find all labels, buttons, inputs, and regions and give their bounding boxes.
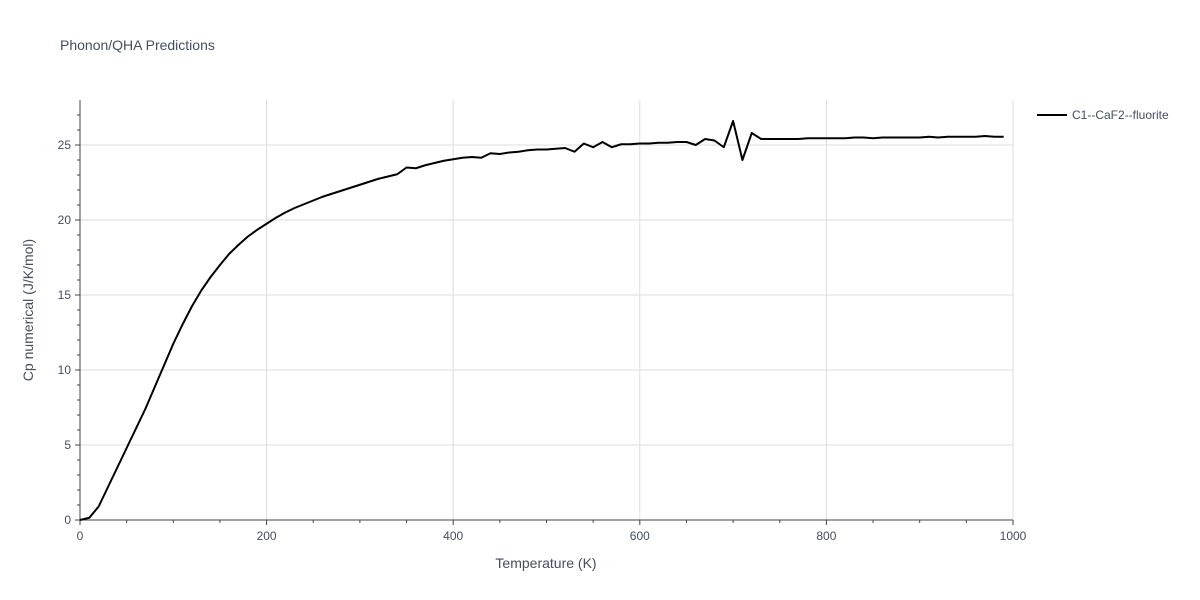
y-tick-label: 15 xyxy=(58,288,72,302)
y-tick-label: 0 xyxy=(64,513,71,527)
y-axis-title: Cp numerical (J/K/mol) xyxy=(20,239,36,381)
x-tick-label: 800 xyxy=(816,529,836,543)
x-axis-title: Temperature (K) xyxy=(495,555,596,571)
series-layer xyxy=(79,120,1004,521)
legend-label: C1--CaF2--fluorite xyxy=(1072,108,1169,122)
x-tick-label: 600 xyxy=(630,529,650,543)
series-line xyxy=(79,120,1004,521)
x-tick-label: 400 xyxy=(443,529,463,543)
y-tick-label: 20 xyxy=(58,213,72,227)
chart-title: Phonon/QHA Predictions xyxy=(60,37,215,53)
axes-layer: 0 200 400 600 800 1000 0 5 10 15 20 25 xyxy=(58,100,1027,543)
grid-layer xyxy=(80,100,1014,520)
y-tick-label: 10 xyxy=(58,363,72,377)
x-tick-label: 1000 xyxy=(1000,529,1027,543)
x-tick-label: 200 xyxy=(257,529,277,543)
legend[interactable]: C1--CaF2--fluorite xyxy=(1037,108,1169,122)
y-tick-label: 5 xyxy=(64,438,71,452)
y-tick-label: 25 xyxy=(58,138,72,152)
x-tick-label: 0 xyxy=(77,529,84,543)
